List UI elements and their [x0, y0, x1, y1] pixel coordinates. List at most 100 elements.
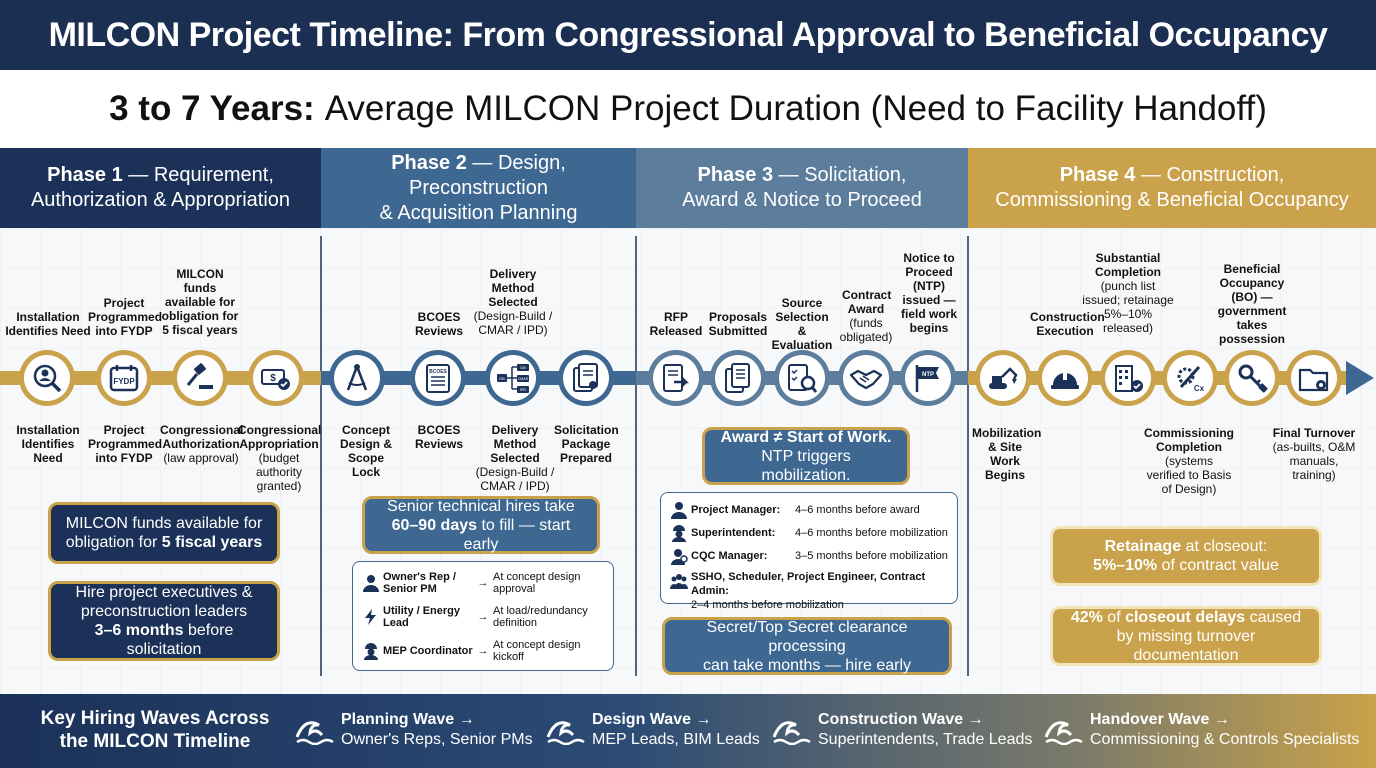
compass-icon: [346, 364, 368, 391]
phase-divider: [967, 236, 969, 676]
subtitle-duration: 3 to 7 Years:: [109, 89, 315, 128]
milestone-label-below: Installation Identifies Need: [16, 423, 80, 465]
solicitation-package-node: [558, 350, 614, 406]
wave-icon: [295, 721, 334, 745]
milestone-label-below: Delivery Method Selected (Design-Build / …: [475, 423, 555, 493]
svg-text:IPD: IPD: [520, 387, 527, 392]
hire-executives-callout: Hire project executives & preconstructio…: [48, 581, 280, 661]
person-search-icon: [33, 364, 62, 393]
milestone-label-below: Concept Design & Scope Lock: [339, 423, 392, 479]
handover-wave: Handover Wave → Commissioning & Controls …: [1044, 710, 1359, 750]
milestone-label-above: Source Selection & Evaluation: [771, 296, 833, 352]
ntp-node: NTP: [900, 350, 956, 406]
svg-text:$: $: [270, 373, 276, 384]
subtitle-text: Average MILCON Project Duration (Need to…: [324, 89, 1267, 128]
milestone-label-above: Proposals Submitted: [708, 310, 768, 338]
milestone-label-below: Solicitation Package Prepared: [554, 423, 619, 465]
calendar-icon: FYDP: [109, 365, 139, 392]
team-icon: [670, 574, 688, 589]
milestone-label-below: Final Turnover (as-builts, O&M manuals, t…: [1272, 426, 1356, 482]
timeline-bar-phase-2: [321, 371, 636, 385]
wave-icon: [772, 721, 811, 745]
wrench-gear-icon: Cx: [1177, 365, 1205, 393]
lightning-icon: [365, 609, 376, 625]
handshake-icon: [849, 369, 883, 390]
retainage-callout: Retainage at closeout: 5%–10% of contrac…: [1050, 526, 1322, 586]
milestone-label-below: Commissioning Completion (systems verifie…: [1144, 426, 1235, 496]
person-icon: [363, 575, 379, 592]
final-turnover-node: [1286, 350, 1342, 406]
fydp-node: FYDP: [96, 350, 152, 406]
hiring-waves-footer: Key Hiring Waves Across the MILCON Timel…: [0, 694, 1376, 768]
planning-wave: Planning Wave → Owner's Reps, Senior PMs: [295, 710, 533, 750]
timeline-bar-phase-1: [0, 371, 321, 385]
documents-icon: [725, 363, 750, 393]
phase-1-header: Phase 1 — Requirement, Authorization & Ap…: [0, 148, 321, 228]
milestone-label-above: RFP Released: [649, 310, 703, 338]
svg-text:NTP: NTP: [922, 372, 934, 378]
source-selection-node: [774, 350, 830, 406]
proposals-node: [710, 350, 766, 406]
footer-title: Key Hiring Waves Across the MILCON Timel…: [40, 708, 270, 752]
milestone-label-above: BCOES Reviews: [414, 310, 464, 338]
document-send-icon: [663, 364, 690, 392]
substantial-completion-node: [1100, 350, 1156, 406]
milestone-label-above: MILCON funds available for obligation fo…: [161, 267, 239, 337]
milestone-label-below: Project Programmed into FYDP: [88, 423, 163, 465]
clearance-callout: Secret/Top Secret clearance processing c…: [662, 617, 952, 675]
phase-4-header: Phase 4 — Construction, Commissioning & B…: [968, 148, 1376, 228]
svg-text:FYDP: FYDP: [113, 377, 135, 386]
beneficial-occupancy-node: [1224, 350, 1280, 406]
phase-3-header: Phase 3 — Solicitation, Award & Notice to…: [636, 148, 968, 228]
appropriation-node: $: [248, 350, 304, 406]
installation-need-node: [19, 350, 75, 406]
commissioning-node: Cx: [1162, 350, 1218, 406]
bcoes-node: BCOES: [410, 350, 466, 406]
phase-2-header: Phase 2 — Design, Preconstruction & Acqui…: [321, 148, 636, 228]
closeout-delays-callout: 42% of closeout delays caused by missing…: [1050, 606, 1322, 666]
hire-row: Utility / Energy Lead → At load/redundan…: [359, 600, 607, 634]
milestone-label-below: Congressional Authorization (law approval…: [160, 423, 244, 465]
milestone-label-above: Substantial Completion (punch list issued…: [1082, 251, 1174, 335]
authorization-node: [172, 350, 228, 406]
milestone-label-below: Congressional Appropriation (budget autho…: [238, 423, 322, 493]
money-check-icon: $: [261, 369, 290, 390]
person-icon: [671, 501, 687, 519]
folder-icon: [1298, 368, 1329, 392]
construction-wave: Construction Wave → Superintendents, Trad…: [772, 710, 1032, 750]
svg-text:BCOES: BCOES: [429, 369, 447, 375]
rfp-node: [648, 350, 704, 406]
page-title: MILCON Project Timeline: From Congressio…: [0, 0, 1376, 70]
hard-hat-icon: [1051, 371, 1079, 389]
inspector-icon: [671, 548, 688, 565]
svg-text:DB: DB: [499, 376, 505, 381]
worker-icon: [364, 643, 378, 660]
hire-row: SSHO, Scheduler, Project Engineer, Contr…: [667, 567, 951, 611]
design-wave: Design Wave → MEP Leads, BIM Leads: [546, 710, 760, 750]
svg-text:Cx: Cx: [1194, 384, 1205, 393]
milestone-label-above: Notice to Proceed (NTP) issued — field w…: [900, 251, 957, 335]
wave-icon: [546, 721, 585, 745]
document-review-icon: BCOES: [426, 364, 450, 393]
flag-icon: NTP: [915, 365, 939, 392]
hire-row: MEP Coordinator → At concept design kick…: [359, 634, 607, 668]
hard-hat-person-icon: [672, 524, 686, 542]
milestone-label-above: Project Programmed into FYDP: [88, 296, 163, 338]
design-hires-card: Owner's Rep / Senior PM → At concept des…: [352, 561, 614, 671]
award-vs-work-callout: Award ≠ Start of Work. NTP triggers mobi…: [702, 427, 910, 485]
milestone-label-below: Mobilization & Site Work Begins: [972, 426, 1042, 482]
senior-technical-hires-callout: Senior technical hires take 60–90 days t…: [362, 496, 600, 554]
funds-availability-callout: MILCON funds available for obligation fo…: [48, 502, 280, 564]
milestone-label-above: Installation Identifies Need: [5, 310, 91, 338]
milestone-label-above: Construction Execution: [1030, 310, 1105, 338]
svg-text:CMAR: CMAR: [518, 377, 529, 381]
hire-row: CQC Manager: 3–5 months before mobilizat…: [667, 544, 951, 567]
construction-hires-card: Project Manager: 4–6 months before award…: [660, 492, 958, 611]
wave-icon: [1044, 721, 1083, 745]
flowchart-icon: DB DB CMAR IPD: [497, 364, 529, 393]
excavator-icon: [989, 367, 1018, 389]
hire-row: Owner's Rep / Senior PM → At concept des…: [359, 566, 607, 600]
construction-execution-node: [1037, 350, 1093, 406]
contract-award-node: [838, 350, 894, 406]
checklist-search-icon: [788, 364, 818, 393]
